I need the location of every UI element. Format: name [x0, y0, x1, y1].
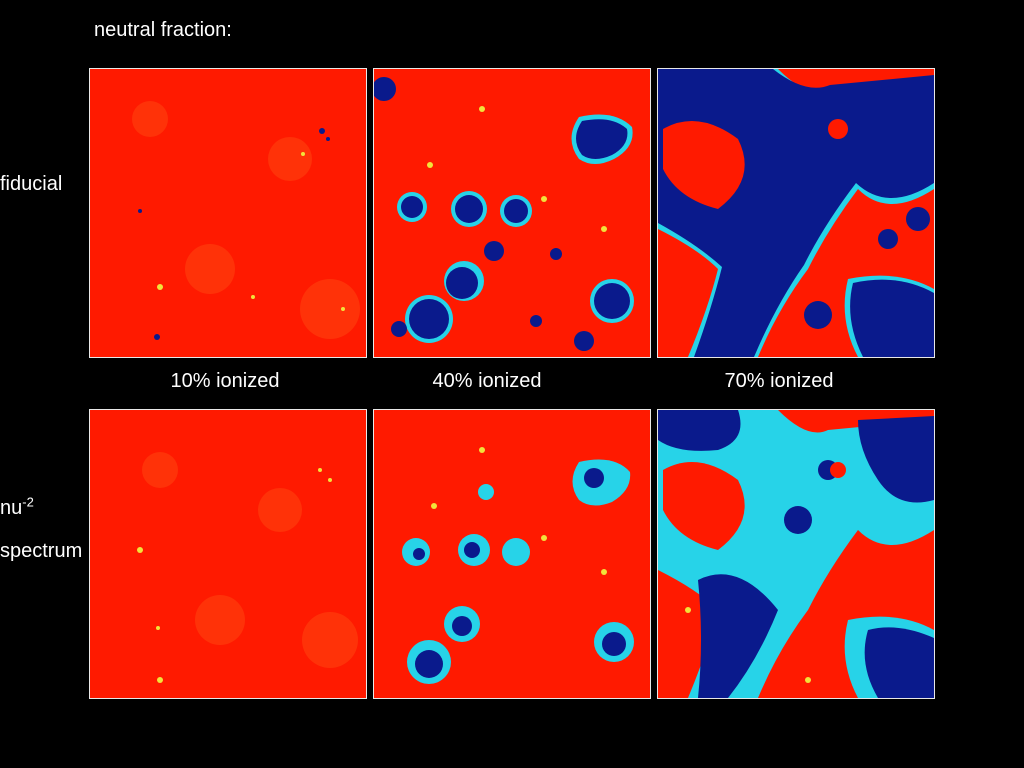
map-spectrum-10	[89, 409, 367, 699]
map-spectrum-70	[657, 409, 935, 699]
column-label-70: 70% ionized	[724, 370, 834, 392]
row-label-fiducial: fiducial	[0, 173, 63, 195]
map-spectrum-40	[373, 409, 651, 699]
figure-title: neutral fraction:	[94, 19, 232, 41]
row-label-spectrum: spectrum	[0, 540, 83, 562]
map-fiducial-70	[657, 68, 935, 358]
row-label-base: nu	[0, 497, 23, 519]
column-label-40: 40% ionized	[432, 370, 542, 392]
row-label-superscript: -2	[22, 494, 34, 510]
map-fiducial-40	[373, 68, 651, 358]
map-fiducial-10	[89, 68, 367, 358]
row-label-nu-spectrum: nu-2	[0, 494, 34, 520]
column-label-10: 10% ionized	[170, 370, 280, 392]
